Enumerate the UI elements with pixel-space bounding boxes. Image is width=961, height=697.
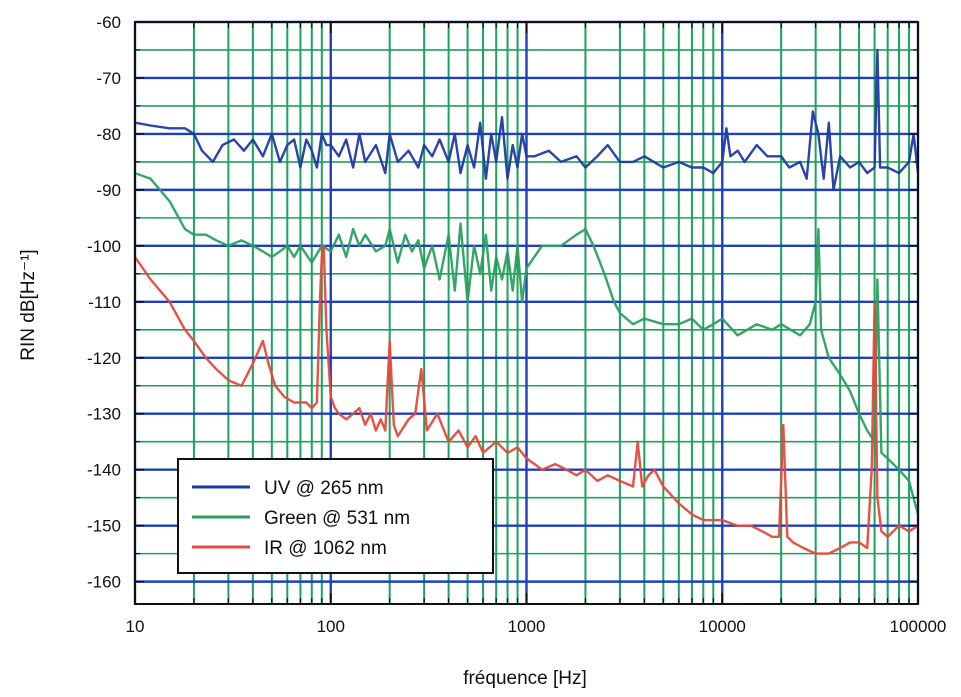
x-tick-label: 100 — [317, 617, 345, 636]
x-tick-label: 10 — [126, 617, 145, 636]
y-tick-label: -70 — [96, 69, 121, 88]
legend-label-ir: IR @ 1062 nm — [264, 538, 387, 559]
x-tick-label: 10000 — [699, 617, 746, 636]
series-uv-line — [134, 48, 920, 192]
series-green-line — [134, 171, 920, 515]
y-tick-label: -60 — [96, 13, 121, 32]
y-tick-label: -120 — [87, 349, 121, 368]
y-tick-label: -130 — [87, 405, 121, 424]
x-axis-title: fréquence [Hz] — [463, 668, 587, 689]
x-tick-label: 1000 — [508, 617, 546, 636]
axis-ticks — [134, 21, 919, 604]
y-tick-label: -160 — [87, 573, 121, 592]
legend-label-green: Green @ 531 nm — [264, 508, 410, 529]
y-tick-label: -110 — [88, 293, 121, 312]
legend-label-uv: UV @ 265 nm — [264, 478, 384, 499]
y-axis-title: RIN dB[Hz⁻¹] — [18, 249, 39, 360]
series-ir-line — [134, 244, 919, 555]
x-tick-label: 100000 — [890, 617, 947, 636]
y-tick-label: -150 — [87, 517, 121, 536]
y-tick-label: -140 — [87, 461, 121, 480]
y-tick-label: -90 — [96, 181, 121, 200]
y-tick-label: -100 — [87, 237, 121, 256]
legend: UV @ 265 nm Green @ 531 nm IR @ 1062 nm — [177, 458, 494, 574]
y-tick-label: -80 — [96, 125, 121, 144]
series-lines — [134, 48, 920, 555]
tick-labels: 10 100 1000 10000 100000 -60 -70 -80 -90 -100 -110… — [87, 13, 946, 636]
